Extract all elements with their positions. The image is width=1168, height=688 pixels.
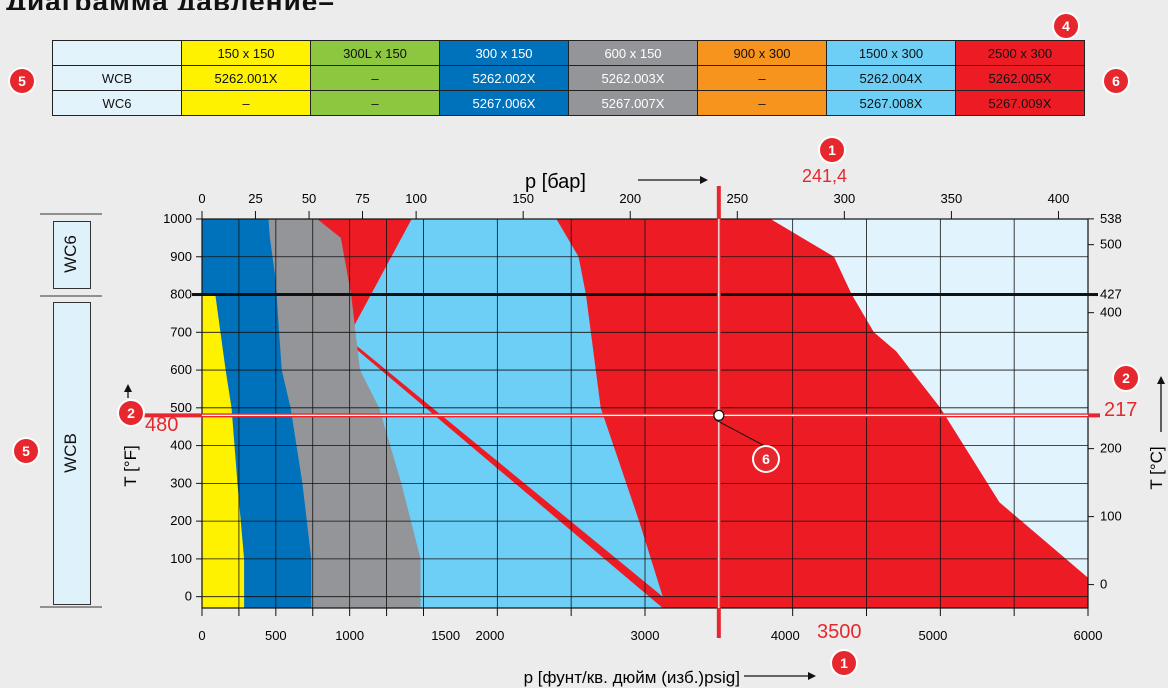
tick-label-right: 100 xyxy=(1100,509,1122,524)
y-axis-title-right: T [°C] xyxy=(1147,446,1166,489)
y-axis-title-left: T [°F] xyxy=(121,445,140,486)
table-cell: 5262.004X xyxy=(826,65,956,91)
table-cell: 5267.009X xyxy=(955,90,1085,116)
badge-6-table: 6 xyxy=(1104,69,1128,93)
tick-label-top: 250 xyxy=(726,191,748,206)
tick-label-left: 600 xyxy=(170,362,192,377)
badge-2-right: 2 xyxy=(1114,366,1138,390)
tick-label-left: 1000 xyxy=(163,211,192,226)
tick-label-bottom: 3000 xyxy=(631,628,660,643)
column-header: 900 x 300 xyxy=(697,40,827,66)
badge-5-table: 5 xyxy=(10,69,34,93)
tick-label-left: 0 xyxy=(185,589,192,604)
table-cell: – xyxy=(697,65,827,91)
badge-5-side: 5 xyxy=(14,439,38,463)
tick-label-left: 400 xyxy=(170,438,192,453)
tick-label-left: 500 xyxy=(170,400,192,415)
valve-spec-table: 150 x 150 300L x 150 300 x 150 600 x 150 900… xyxy=(52,40,1085,116)
tick-label-top: 75 xyxy=(355,191,369,206)
column-header: 300 x 150 xyxy=(439,40,569,66)
table-cell: 5262.005X xyxy=(955,65,1085,91)
tick-label-top: 100 xyxy=(405,191,427,206)
tick-label-right: 500 xyxy=(1100,237,1122,252)
table-cell: 5262.003X xyxy=(568,65,698,91)
table-corner-cell xyxy=(52,40,182,66)
tick-label-bottom: 0 xyxy=(198,628,205,643)
table-cell: – xyxy=(310,65,440,91)
tick-label-left: 200 xyxy=(170,513,192,528)
x-axis-title-bottom: p [фунт/кв. дюйм (изб.)psig] xyxy=(524,668,740,687)
tick-label-left: 100 xyxy=(170,551,192,566)
table-cell: 5267.008X xyxy=(826,90,956,116)
badge-1-top: 1 xyxy=(820,138,844,162)
tick-label-bottom: 500 xyxy=(265,628,287,643)
column-header: 300L x 150 xyxy=(310,40,440,66)
table-cell: 5267.007X xyxy=(568,90,698,116)
wcb-material-box xyxy=(53,302,91,605)
tick-label-bottom: 1500 xyxy=(431,628,460,643)
tick-label-right: 200 xyxy=(1100,441,1122,456)
tick-label-top: 350 xyxy=(941,191,963,206)
arrow-top-head xyxy=(700,176,708,184)
column-header: 600 x 150 xyxy=(568,40,698,66)
badge-2-left: 2 xyxy=(119,401,143,425)
operating-point xyxy=(713,409,725,422)
t-f-value: 480 xyxy=(145,414,179,436)
t-c-value: 217 xyxy=(1104,399,1138,421)
y-arrow-left xyxy=(124,384,132,392)
wc6-material-box xyxy=(53,221,91,289)
tick-label-left: 700 xyxy=(170,324,192,339)
row-label: WC6 xyxy=(52,90,182,116)
badge-1-bottom: 1 xyxy=(832,651,856,675)
p-bar-value: 241,4 xyxy=(802,166,848,186)
table-header-row: 150 x 150 300L x 150 300 x 150 600 x 150 900… xyxy=(52,40,1085,66)
tick-label-top: 400 xyxy=(1048,191,1070,206)
tick-label-top: 200 xyxy=(619,191,641,206)
table-cell: – xyxy=(697,90,827,116)
table-cell: – xyxy=(181,90,311,116)
table-row: WC6 – –5267.006X 5267.007X –5267.008X 5267.0… xyxy=(52,90,1085,116)
page-title: Диаграмма давление–температура xyxy=(6,0,366,10)
tick-label-bottom: 6000 xyxy=(1074,628,1103,643)
tick-label-right: 538 xyxy=(1100,211,1122,226)
table-cell: – xyxy=(310,90,440,116)
tick-label-left: 800 xyxy=(170,287,192,302)
tick-label-left: 300 xyxy=(170,475,192,490)
table-cell: 5267.006X xyxy=(439,90,569,116)
tick-label-bottom: 5000 xyxy=(918,628,947,643)
column-header: 1500 x 300 xyxy=(826,40,956,66)
tick-label-bottom: 4000 xyxy=(771,628,800,643)
column-header: 2500 x 300 xyxy=(955,40,1085,66)
table-cell: 5262.002X xyxy=(439,65,569,91)
badge-4: 4 xyxy=(1054,14,1078,38)
tick-label-bottom: 2000 xyxy=(475,628,504,643)
arrow-bottom-head xyxy=(808,672,816,680)
tick-label-right: 427 xyxy=(1100,286,1122,301)
area-150x150 xyxy=(202,294,245,608)
tick-label-top: 300 xyxy=(833,191,855,206)
x-axis-title-top: p [бар] xyxy=(525,171,586,193)
tick-label-top: 150 xyxy=(512,191,534,206)
tick-label-left: 900 xyxy=(170,249,192,264)
tick-label-top: 25 xyxy=(248,191,262,206)
tick-label-right: 0 xyxy=(1100,577,1107,592)
tick-label-bottom: 1000 xyxy=(335,628,364,643)
y-arrow-right xyxy=(1157,376,1165,384)
tick-label-right: 400 xyxy=(1100,305,1122,320)
badge-6-chart: 6 xyxy=(754,447,778,471)
tick-label-top: 50 xyxy=(302,191,316,206)
p-psi-value: 3500 xyxy=(817,621,862,643)
tick-label-top: 0 xyxy=(198,191,205,206)
